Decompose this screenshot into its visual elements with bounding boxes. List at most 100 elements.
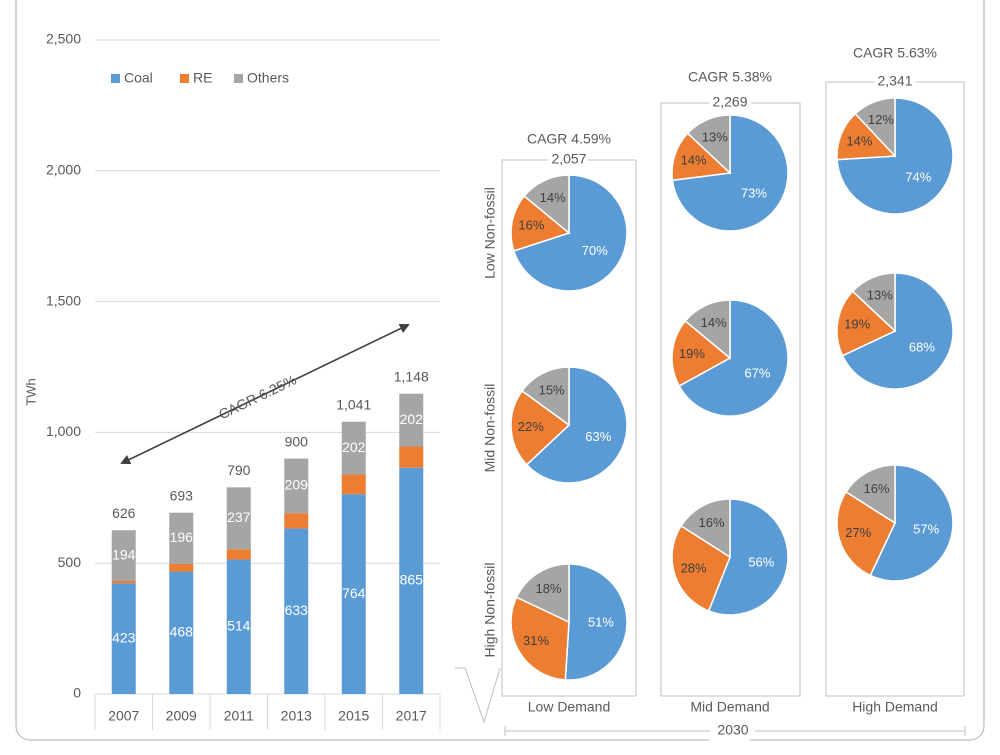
column-label: Low Demand — [528, 699, 611, 715]
pie-slice-label: 70% — [582, 243, 608, 258]
pie-slice-label: 73% — [741, 186, 767, 201]
bar-total-label: 900 — [285, 433, 309, 449]
x-tick-label: 2017 — [396, 708, 427, 724]
pie-slice-label: 14% — [701, 315, 727, 330]
row-label: High Non-fossil — [482, 563, 498, 658]
pie-slice-label: 67% — [744, 366, 770, 381]
bar-re-2015 — [341, 474, 366, 495]
demand-box — [825, 81, 965, 697]
bar-total-label: 626 — [112, 505, 136, 521]
legend-label: RE — [193, 70, 212, 86]
pie-slice-label: 18% — [535, 581, 561, 596]
bar-data-label: 202 — [342, 439, 366, 455]
column-cagr-label: CAGR 4.59% — [527, 131, 611, 147]
pie-slice-label: 13% — [702, 129, 728, 144]
bar-re-2011 — [226, 549, 251, 560]
pie-slice-re — [671, 319, 732, 387]
pie-slice-label: 19% — [679, 346, 705, 361]
bar-data-label: 202 — [400, 411, 424, 427]
pie-slice-others — [844, 464, 896, 525]
pie-slice-coal — [564, 563, 628, 681]
pie-slice-label: 68% — [909, 340, 935, 355]
pie-slice-others — [854, 97, 896, 158]
bar-others-2009 — [169, 512, 194, 564]
pie-slice-re — [836, 290, 897, 357]
bar-coal-2017 — [399, 467, 424, 694]
pie-slice-label: 31% — [523, 633, 549, 648]
bar-coal-2011 — [226, 559, 251, 694]
pie-slice-coal — [707, 498, 789, 616]
y-tick-label: 500 — [58, 554, 82, 570]
bar-data-label: 209 — [285, 477, 309, 493]
bar-re-2013 — [284, 513, 309, 529]
pie-slice-label: 51% — [588, 614, 614, 629]
column-cagr-label: CAGR 5.38% — [688, 69, 772, 85]
bar-re-2017 — [399, 446, 424, 468]
bar-others-2013 — [284, 458, 309, 514]
pie-slice-coal — [678, 299, 789, 417]
column-label: Mid Demand — [690, 699, 769, 715]
bar-data-label: 237 — [227, 509, 251, 525]
pie-slice-others — [515, 563, 570, 624]
legend-swatch-others — [234, 74, 243, 83]
column-total-label: 2,341 — [877, 73, 912, 89]
cagr-annotation: CAGR 6.25% — [216, 371, 299, 422]
pie-slice-label: 12% — [868, 112, 894, 127]
bar-total-label: 1,148 — [394, 368, 429, 384]
pie-slice-label: 22% — [518, 419, 544, 434]
pie-slice-label: 15% — [539, 382, 565, 397]
pie-slice-label: 14% — [681, 153, 707, 168]
pie-slice-re — [836, 490, 896, 577]
zoom-connector — [455, 667, 501, 724]
bar-data-label: 633 — [285, 602, 309, 618]
pie-slice-coal — [869, 464, 954, 582]
pie-slice-others — [523, 174, 570, 235]
y-tick-label: 0 — [73, 685, 81, 701]
bar-coal-2007 — [111, 583, 136, 694]
pie-slice-label: 27% — [845, 525, 871, 540]
bar-re-2009 — [169, 563, 194, 572]
bar-coal-2009 — [169, 571, 194, 694]
pie-slice-others — [851, 272, 896, 333]
y-tick-label: 1,500 — [46, 292, 81, 308]
cagr-arrow — [120, 323, 410, 465]
x-tick-label: 2013 — [281, 708, 312, 724]
bar-data-label: 514 — [227, 617, 251, 633]
bar-total-label: 790 — [227, 462, 251, 478]
bar-total-label: 1,041 — [336, 396, 371, 412]
pie-slice-label: 56% — [748, 554, 774, 569]
pie-slice-label: 13% — [867, 287, 893, 302]
pie-slice-re — [671, 524, 731, 612]
bar-others-2007 — [111, 530, 136, 581]
column-cagr-label: CAGR 5.63% — [853, 45, 937, 61]
x-tick-label: 2015 — [338, 708, 369, 724]
y-axis-label: TWh — [23, 378, 38, 405]
bar-others-2011 — [226, 487, 251, 550]
demand-box — [501, 159, 637, 697]
pie-slice-label: 14% — [846, 133, 872, 148]
y-tick-label: 2,000 — [46, 162, 81, 178]
x-tick-label: 2009 — [166, 708, 197, 724]
legend-label: Others — [247, 70, 289, 86]
pie-slice-others — [521, 366, 570, 427]
pie-slice-label: 63% — [585, 429, 611, 444]
legend-swatch-re — [180, 74, 189, 83]
pie-slice-label: 57% — [913, 521, 939, 536]
legend-swatch-coal — [111, 74, 120, 83]
pie-slice-label: 14% — [540, 190, 566, 205]
bar-data-label: 196 — [170, 529, 194, 545]
demand-box — [660, 102, 801, 697]
bar-data-label: 764 — [342, 585, 366, 601]
year-label: 2030 — [717, 722, 748, 738]
pie-slice-re — [510, 389, 571, 466]
pie-slice-re — [671, 132, 732, 182]
x-tick-label: 2007 — [108, 708, 139, 724]
row-label: Mid Non-fossil — [482, 384, 498, 473]
bar-coal-2013 — [284, 528, 309, 694]
pie-slice-re — [510, 596, 570, 681]
bar-coal-2015 — [341, 494, 366, 694]
legend-label: Coal — [124, 70, 153, 86]
pie-slice-label: 16% — [518, 217, 544, 232]
